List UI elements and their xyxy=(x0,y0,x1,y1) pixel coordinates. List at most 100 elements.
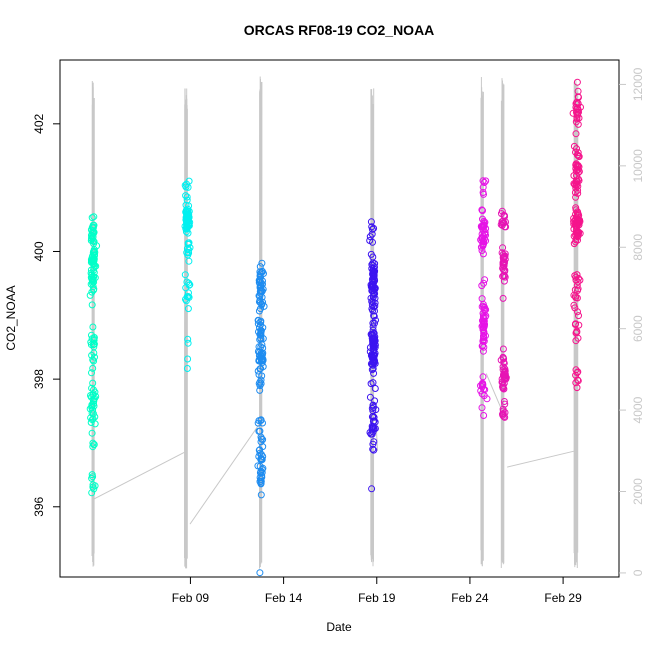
data-point xyxy=(256,569,264,577)
data-point xyxy=(499,384,507,392)
data-point xyxy=(479,207,486,215)
data-point xyxy=(184,248,192,256)
data-point xyxy=(570,232,578,240)
y2-tick-label: 10000 xyxy=(631,149,645,183)
data-point xyxy=(573,209,581,217)
data-point xyxy=(88,369,95,377)
data-point xyxy=(257,456,265,464)
data-point xyxy=(499,294,507,302)
data-point xyxy=(87,258,95,266)
data-point xyxy=(370,312,378,320)
data-point xyxy=(370,268,378,276)
data-point xyxy=(182,183,190,191)
data-point xyxy=(572,193,580,201)
data-point xyxy=(370,312,378,320)
data-point xyxy=(499,354,507,362)
data-point xyxy=(574,368,582,376)
data-point xyxy=(481,276,489,284)
series-rf14 xyxy=(569,78,584,392)
data-point xyxy=(369,323,377,331)
data-point xyxy=(572,184,580,192)
data-point xyxy=(574,109,581,117)
data-point xyxy=(257,491,265,499)
data-point xyxy=(369,253,377,261)
altitude-connector xyxy=(485,373,503,411)
data-point xyxy=(88,301,96,309)
data-point xyxy=(257,480,265,488)
data-point xyxy=(370,275,378,283)
data-point xyxy=(90,357,98,365)
x-tick-label: Feb 29 xyxy=(544,591,582,605)
data-point xyxy=(573,294,581,302)
data-point xyxy=(499,407,507,415)
data-point xyxy=(479,250,487,258)
x-tick-label: Feb 14 xyxy=(265,591,303,605)
data-point xyxy=(257,467,265,475)
data-point xyxy=(90,349,98,357)
data-point xyxy=(86,291,94,299)
data-point xyxy=(258,259,266,267)
data-point xyxy=(370,335,378,343)
data-point xyxy=(370,403,377,411)
data-point xyxy=(255,417,263,425)
y2-tick-label: 8000 xyxy=(631,234,645,261)
data-point xyxy=(259,298,267,306)
y-tick-label: 402 xyxy=(32,113,46,133)
data-point xyxy=(369,440,377,448)
secondary-y-axis: 0 2000 4000 6000 8000 10000 12000 xyxy=(619,67,645,576)
data-point xyxy=(573,163,581,171)
data-point xyxy=(478,282,486,290)
data-point xyxy=(184,229,192,237)
data-point xyxy=(499,345,507,353)
data-point xyxy=(573,180,581,188)
data-point xyxy=(88,230,96,237)
altitude-connector xyxy=(92,450,188,501)
data-point xyxy=(478,206,486,214)
data-point xyxy=(371,294,379,302)
data-point xyxy=(185,281,193,289)
data-point xyxy=(569,109,577,117)
data-point xyxy=(479,326,487,334)
data-point xyxy=(573,220,581,228)
data-point xyxy=(89,273,97,281)
data-point xyxy=(181,271,189,279)
data-point xyxy=(478,295,486,303)
data-point xyxy=(91,420,99,428)
data-point xyxy=(185,239,193,247)
data-point xyxy=(88,489,96,497)
y-axis: 396 398 400 402 xyxy=(32,113,60,517)
data-point xyxy=(367,380,375,388)
data-point xyxy=(368,404,376,412)
data-point xyxy=(574,111,582,119)
data-point xyxy=(89,323,97,331)
data-point xyxy=(571,181,579,188)
data-point xyxy=(255,356,263,364)
data-point xyxy=(369,339,377,347)
data-point xyxy=(372,316,379,324)
x-axis: Feb 09 Feb 14 Feb 19 Feb 24 Feb 29 xyxy=(172,577,582,605)
data-point xyxy=(480,190,487,198)
data-point xyxy=(574,149,582,157)
data-point xyxy=(183,218,191,226)
data-point xyxy=(255,446,263,454)
data-point xyxy=(184,293,192,300)
data-point xyxy=(573,384,581,392)
data-point xyxy=(370,369,378,377)
data-point xyxy=(573,78,581,86)
data-point xyxy=(577,103,584,111)
data-point xyxy=(88,474,96,482)
data-point xyxy=(371,260,379,268)
data-point xyxy=(255,427,263,435)
y-tick-label: 396 xyxy=(32,496,46,516)
data-point xyxy=(480,343,488,351)
data-point xyxy=(500,358,508,366)
data-point xyxy=(479,336,487,344)
data-point xyxy=(371,283,378,291)
data-point xyxy=(368,485,376,493)
series-rf10 xyxy=(254,259,268,577)
data-point xyxy=(181,222,189,230)
data-point xyxy=(480,279,488,287)
data-point xyxy=(370,291,378,299)
data-point xyxy=(184,339,192,347)
y2-tick-label: 0 xyxy=(631,569,645,576)
